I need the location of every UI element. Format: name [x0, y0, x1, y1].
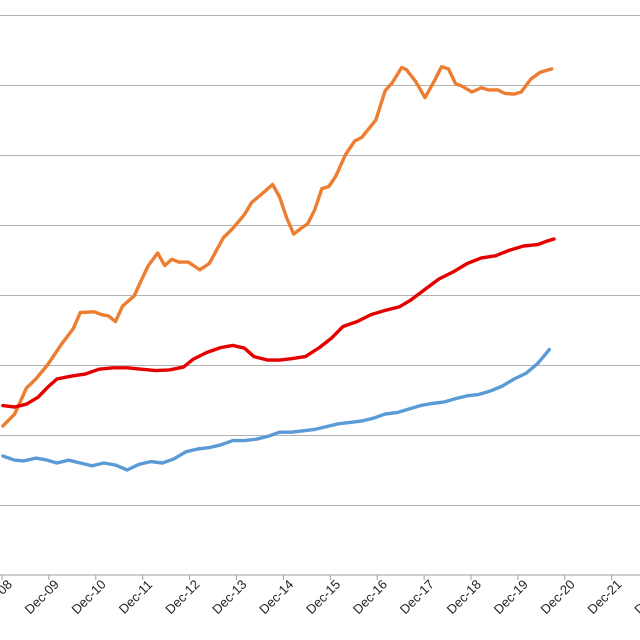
series-lines: [1, 65, 556, 472]
x-tick-label: Dec-12: [162, 577, 202, 617]
x-tick-label: Dec-13: [209, 577, 249, 617]
x-tick-label: Dec-19: [491, 577, 531, 617]
series-line-red: [1, 237, 556, 409]
x-tick-label: Dec-11: [116, 577, 156, 617]
series-line-orange: [1, 65, 554, 428]
gridlines: [0, 15, 640, 506]
series-line-blue: [1, 347, 551, 472]
x-tick-label: Dec-20: [537, 577, 577, 617]
x-tick-label: Dec-16: [350, 577, 390, 617]
x-tick-label: Dec-14: [256, 577, 296, 617]
x-axis-tick-labels: Dec-08 Dec-09 Dec-10 Dec-11 Dec-12 Dec-13 Dec-…: [0, 577, 640, 617]
x-tick-label: Dec-08: [0, 577, 15, 617]
x-tick-label: Dec-22: [631, 577, 640, 617]
x-tick-label: Dec-21: [584, 577, 624, 617]
x-tick-label: Dec-18: [444, 577, 484, 617]
x-tick-label: Dec-10: [68, 577, 108, 617]
x-tick-label: Dec-17: [397, 577, 437, 617]
x-tick-label: Dec-15: [303, 577, 343, 617]
x-tick-label: Dec-09: [22, 577, 62, 617]
x-axis-ticks: [1, 575, 613, 580]
